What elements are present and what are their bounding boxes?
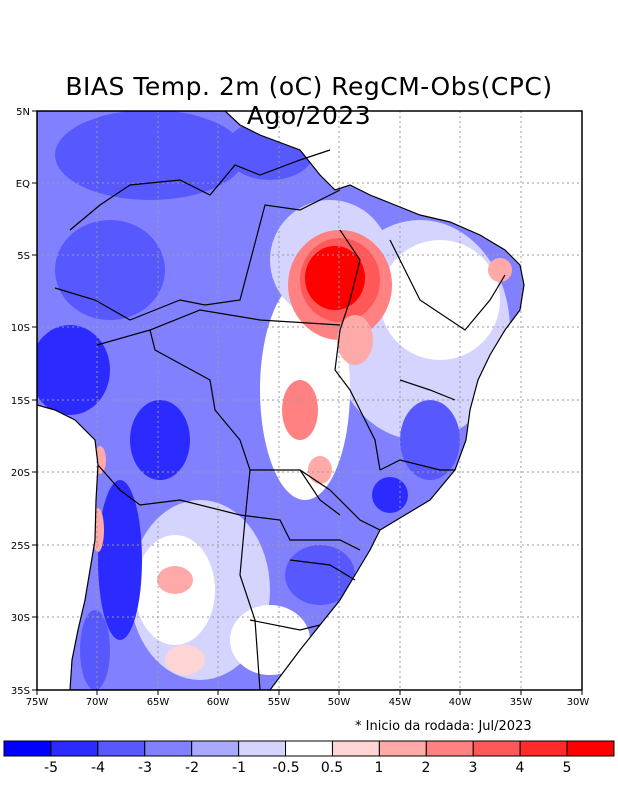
- lon-label: 45W: [389, 697, 412, 708]
- lon-label: 55W: [268, 697, 291, 708]
- bias-area-amazon-west: [55, 220, 165, 320]
- lon-label: 35W: [510, 697, 533, 708]
- latitude-labels: 5N EQ 5S 10S 15S 20S 25S 30S 35S: [11, 107, 30, 697]
- lon-label: 75W: [26, 697, 49, 708]
- bias-area-para-hot: [305, 246, 365, 310]
- lon-label: 30W: [567, 697, 590, 708]
- lat-label: EQ: [16, 179, 30, 190]
- lon-label: 70W: [86, 697, 109, 708]
- bias-area-goias: [282, 380, 318, 440]
- lat-label: 35S: [11, 686, 30, 697]
- lat-label: 10S: [11, 323, 30, 334]
- bias-area-amazon-north: [55, 111, 245, 200]
- country-borders: [37, 111, 525, 690]
- bias-area-andes: [98, 480, 142, 640]
- bias-area-mg-se: [400, 400, 460, 480]
- lat-label: 5S: [17, 251, 30, 262]
- bias-area-rj: [372, 477, 408, 513]
- bias-area-south-coast: [285, 545, 355, 605]
- bias-area-peru: [37, 325, 110, 415]
- lat-label: 25S: [11, 541, 30, 552]
- bias-area-chile: [80, 610, 110, 690]
- lon-label: 50W: [328, 697, 351, 708]
- lon-label: 40W: [449, 697, 472, 708]
- lat-label: 20S: [11, 468, 30, 479]
- map-title: BIAS Temp. 2m (oC) RegCM-Obs(CPC) Ago/20…: [65, 72, 553, 130]
- bias-area-ne-warm: [488, 258, 512, 282]
- bias-area-bolivia: [130, 400, 190, 480]
- lat-label: 15S: [11, 396, 30, 407]
- bias-area-argentina-south: [165, 645, 205, 675]
- bias-area-ne-white: [380, 240, 500, 360]
- bias-area-rs-white: [230, 605, 310, 675]
- bias-area-argentina-warm: [157, 566, 193, 594]
- lat-label: 5N: [16, 107, 30, 118]
- bias-area-ms-warm: [308, 456, 332, 484]
- lon-label: 65W: [147, 697, 170, 708]
- tick-marks: [32, 110, 583, 695]
- lat-label: 30S: [11, 613, 30, 624]
- run-start-note: * Inicio da rodada: Jul/2023: [355, 719, 532, 734]
- lon-label: 60W: [207, 697, 230, 708]
- longitude-labels: 75W 70W 65W 60W 55W 50W 45W 40W 35W 30W: [26, 697, 590, 708]
